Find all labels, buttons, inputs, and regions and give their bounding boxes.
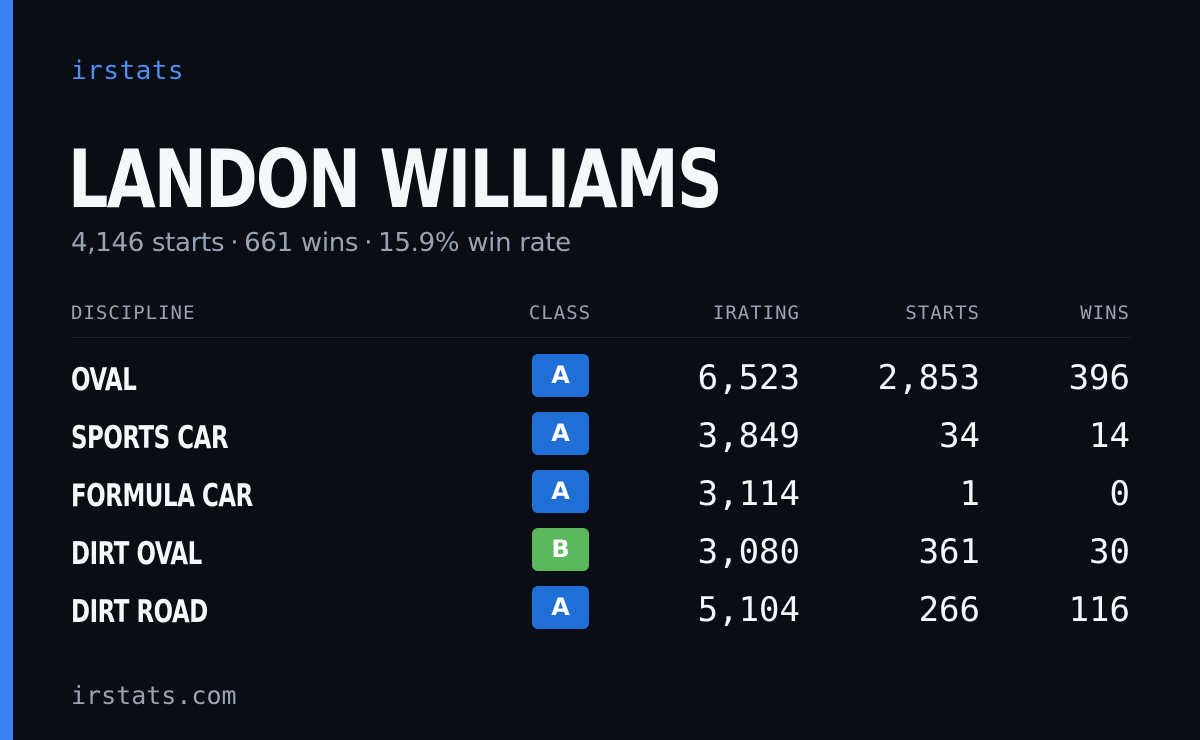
row-discipline: FORMULA CAR [71, 478, 253, 514]
row-starts: 361 [918, 532, 980, 572]
row-discipline: DIRT ROAD [71, 594, 208, 630]
row-wins: 30 [1089, 532, 1130, 572]
row-starts: 1 [959, 474, 980, 514]
row-wins: 14 [1089, 416, 1130, 456]
class-badge: A [532, 412, 589, 455]
driver-summary: 4,146 starts · 661 wins · 15.9% win rate [71, 228, 571, 258]
row-discipline: SPORTS CAR [71, 420, 229, 456]
table-row: FORMULA CAR A 3,114 1 0 [71, 466, 1131, 524]
row-starts: 34 [939, 416, 980, 456]
row-wins: 0 [1109, 474, 1130, 514]
header-discipline: DISCIPLINE [71, 302, 196, 324]
summary-separator: · [364, 228, 373, 258]
table-row: DIRT ROAD A 5,104 266 116 [71, 582, 1131, 640]
summary-wins: 661 wins [244, 228, 359, 258]
class-badge: A [532, 470, 589, 513]
stats-table-body: OVAL A 6,523 2,853 396 SPORTS CAR A 3,84… [71, 350, 1131, 640]
row-starts: 266 [918, 590, 980, 630]
header-starts: STARTS [905, 302, 980, 324]
class-badge: A [532, 354, 589, 397]
row-wins: 396 [1068, 358, 1130, 398]
accent-bar [0, 0, 13, 740]
summary-separator: · [230, 228, 239, 258]
row-irating: 6,523 [697, 358, 800, 398]
summary-starts: 4,146 starts [71, 228, 225, 258]
summary-win-rate: 15.9% win rate [378, 228, 571, 258]
row-irating: 3,114 [697, 474, 800, 514]
table-row: SPORTS CAR A 3,849 34 14 [71, 408, 1131, 466]
class-badge: B [532, 528, 589, 571]
row-discipline: OVAL [71, 362, 137, 398]
footer-url: irstats.com [71, 681, 237, 710]
row-irating: 3,849 [697, 416, 800, 456]
table-row: DIRT OVAL B 3,080 361 30 [71, 524, 1131, 582]
row-irating: 5,104 [697, 590, 800, 630]
table-row: OVAL A 6,523 2,853 396 [71, 350, 1131, 408]
class-badge: A [532, 586, 589, 629]
header-class: CLASS [528, 302, 592, 324]
driver-name: LANDON WILLIAMS [68, 133, 723, 226]
stats-table-header: DISCIPLINE CLASS IRATING STARTS WINS [71, 300, 1131, 338]
row-irating: 3,080 [697, 532, 800, 572]
header-wins: WINS [1080, 302, 1130, 324]
row-discipline: DIRT OVAL [71, 536, 202, 572]
row-wins: 116 [1068, 590, 1130, 630]
header-irating: IRATING [712, 302, 800, 324]
row-starts: 2,853 [877, 358, 980, 398]
brand-logo: irstats [71, 56, 185, 86]
